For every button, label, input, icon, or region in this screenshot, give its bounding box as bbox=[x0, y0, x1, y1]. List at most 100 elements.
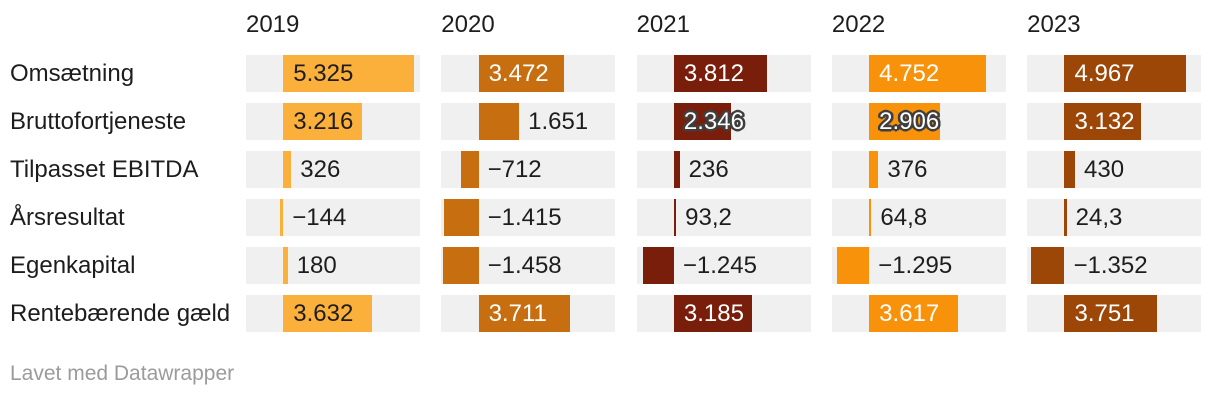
bar-cell[interactable]: 376 bbox=[831, 151, 1006, 188]
column-header-2021: 2021 bbox=[636, 11, 690, 38]
bar bbox=[869, 55, 986, 92]
bar-value-label: 3.711 bbox=[488, 300, 547, 327]
bar bbox=[673, 295, 753, 332]
bar bbox=[673, 199, 677, 236]
bar-value-label: 430 bbox=[1084, 156, 1125, 183]
bar bbox=[478, 55, 564, 92]
bar bbox=[478, 103, 520, 140]
bar bbox=[279, 199, 284, 236]
bar-cell[interactable]: −1.245 bbox=[636, 247, 811, 284]
bar bbox=[643, 247, 674, 284]
bar-value-label: 5.325 bbox=[293, 60, 354, 87]
chart-footer: Lavet med Datawrapper bbox=[0, 362, 1220, 386]
bar bbox=[869, 151, 879, 188]
table-body: Omsætning 5.325 3.472 3.812 4.752 4.967 Brutto… bbox=[10, 55, 1220, 332]
bar-cell[interactable]: 24,3 bbox=[1027, 199, 1202, 236]
bar-cell[interactable]: −1.352 bbox=[1027, 247, 1202, 284]
row-label: Bruttofortjeneste bbox=[10, 108, 187, 135]
bar-cell[interactable]: −1.415 bbox=[441, 199, 616, 236]
bar-value-label: 326 bbox=[300, 156, 341, 183]
bar-cell[interactable]: 64,8 bbox=[831, 199, 1006, 236]
bar-value-label: 24,3 bbox=[1075, 204, 1123, 231]
bar bbox=[1064, 151, 1076, 188]
bar-cell[interactable]: 4.967 bbox=[1027, 55, 1202, 92]
bar bbox=[443, 199, 479, 236]
table-row: Tilpasset EBITDA 326 −712 236 376 430 bbox=[10, 151, 1220, 188]
bar-cell[interactable]: 3.632 bbox=[245, 295, 420, 332]
bar bbox=[442, 247, 479, 284]
table-row: Rentebærende gæld 3.632 3.711 3.185 3.617 3.7… bbox=[10, 295, 1220, 332]
bar-cell[interactable]: 236 bbox=[636, 151, 811, 188]
row-label: Egenkapital bbox=[10, 252, 136, 279]
bar-cell[interactable]: −144 bbox=[245, 199, 420, 236]
bar-value-label: 3.185 bbox=[683, 300, 744, 327]
bar-cell[interactable]: 2.346 bbox=[636, 103, 811, 140]
bar-cell[interactable]: 3.132 bbox=[1027, 103, 1202, 140]
bar bbox=[837, 247, 870, 284]
bar-value-label: −712 bbox=[487, 156, 542, 183]
bar-value-label: −144 bbox=[292, 204, 347, 231]
bar bbox=[1064, 103, 1142, 140]
bar-cell[interactable]: 3.185 bbox=[636, 295, 811, 332]
bar-value-label: 3.472 bbox=[488, 60, 549, 87]
bar bbox=[869, 103, 941, 140]
bar-cell[interactable]: 3.472 bbox=[441, 55, 616, 92]
bar bbox=[283, 295, 373, 332]
row-label: Tilpasset EBITDA bbox=[10, 156, 199, 183]
bar-cell[interactable]: 430 bbox=[1027, 151, 1202, 188]
column-header-2020: 2020 bbox=[441, 11, 495, 38]
bar-cell[interactable]: 3.812 bbox=[636, 55, 811, 92]
bar-cell[interactable]: −712 bbox=[441, 151, 616, 188]
bar-cell[interactable]: −1.295 bbox=[831, 247, 1006, 284]
bar-value-label: −1.458 bbox=[487, 252, 562, 279]
bar bbox=[869, 199, 872, 236]
bar-value-label: −1.245 bbox=[682, 252, 757, 279]
bar-value-label: 1.651 bbox=[528, 108, 589, 135]
column-header-row: 2019 2020 2021 2022 2023 bbox=[10, 6, 1220, 43]
bar-value-label: 2.346 bbox=[683, 108, 744, 135]
datawrapper-credit-link[interactable]: Lavet med Datawrapper bbox=[10, 362, 235, 385]
table-row: Egenkapital 180 −1.458 −1.245 −1.295 −1.352 bbox=[10, 247, 1220, 284]
bar-value-label: 4.967 bbox=[1074, 60, 1135, 87]
bar-value-label: 3.812 bbox=[683, 60, 744, 87]
table-row: Bruttofortjeneste 3.216 1.651 2.346 2.906 3.1… bbox=[10, 103, 1220, 140]
bar-cell[interactable]: 3.751 bbox=[1027, 295, 1202, 332]
bar-cell[interactable]: 3.216 bbox=[245, 103, 420, 140]
bar-value-label: 3.617 bbox=[879, 300, 940, 327]
bar bbox=[283, 103, 363, 140]
bar bbox=[1064, 295, 1157, 332]
column-header-2019: 2019 bbox=[245, 11, 300, 38]
bar-value-label: 64,8 bbox=[880, 204, 928, 231]
bar-cell[interactable]: 1.651 bbox=[441, 103, 616, 140]
bar bbox=[673, 151, 680, 188]
bar bbox=[673, 103, 732, 140]
bar-cell[interactable]: 3.617 bbox=[831, 295, 1006, 332]
bar-cell[interactable]: 5.325 bbox=[245, 55, 420, 92]
bar-cell[interactable]: 93,2 bbox=[636, 199, 811, 236]
bar-table-chart: 2019 2020 2021 2022 2023 Omsætning 5.325 3… bbox=[10, 6, 1220, 332]
row-label: Omsætning bbox=[10, 60, 135, 87]
table-row: Omsætning 5.325 3.472 3.812 4.752 4.967 bbox=[10, 55, 1220, 92]
bar bbox=[1064, 55, 1187, 92]
bar-value-label: −1.352 bbox=[1073, 252, 1148, 279]
bar-value-label: 3.751 bbox=[1074, 300, 1135, 327]
bar-value-label: −1.295 bbox=[878, 252, 953, 279]
bar bbox=[673, 55, 768, 92]
bar-value-label: 236 bbox=[688, 156, 729, 183]
row-label: Rentebærende gæld bbox=[10, 300, 231, 327]
bar-cell[interactable]: 2.906 bbox=[831, 103, 1006, 140]
bar-value-label: 376 bbox=[887, 156, 928, 183]
bar-value-label: 4.752 bbox=[879, 60, 940, 87]
bar-value-label: 2.906 bbox=[879, 108, 940, 135]
bar-value-label: 3.216 bbox=[293, 108, 354, 135]
bar-cell[interactable]: 4.752 bbox=[831, 55, 1006, 92]
column-header-2023: 2023 bbox=[1027, 11, 1081, 38]
bar bbox=[461, 151, 479, 188]
bar bbox=[283, 151, 292, 188]
bar-value-label: 93,2 bbox=[685, 204, 732, 231]
bar-cell[interactable]: 180 bbox=[245, 247, 420, 284]
bar-cell[interactable]: −1.458 bbox=[441, 247, 616, 284]
bar-value-label: 3.132 bbox=[1074, 108, 1135, 135]
bar-cell[interactable]: 326 bbox=[245, 151, 420, 188]
bar-cell[interactable]: 3.711 bbox=[441, 295, 616, 332]
